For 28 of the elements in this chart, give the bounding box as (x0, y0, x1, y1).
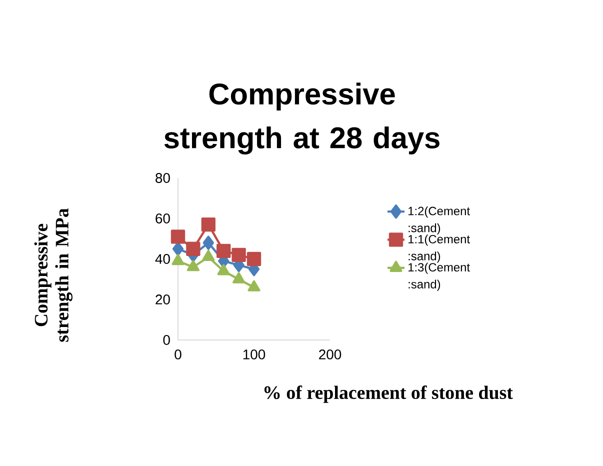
x-tick-label: 100 (243, 350, 266, 360)
y-tick-label: 60 (156, 214, 170, 224)
legend-label: 1:3(Cement :sand) (408, 262, 470, 291)
point (216, 244, 231, 258)
chart-title: Compressive strength at 28 days (164, 82, 440, 155)
point (232, 248, 246, 262)
point (172, 242, 184, 256)
y-tick-label: 80 (156, 173, 170, 183)
point (201, 218, 216, 232)
point (186, 242, 200, 256)
x-tick-label: 200 (319, 350, 342, 360)
point (170, 230, 186, 244)
point (172, 254, 184, 266)
point (186, 260, 200, 272)
point (248, 280, 260, 292)
legend-label: 1:1(Cement :sand) (408, 234, 470, 263)
y-axis-title: Compressive strength in MPa (34, 208, 72, 342)
point (232, 272, 246, 284)
y-tick-label: 40 (155, 254, 170, 264)
x-tick-label: 0 (174, 350, 182, 360)
point (217, 264, 230, 276)
point (202, 236, 214, 250)
point (246, 252, 262, 266)
x-axis-title: % of replacement of stone dust (264, 386, 513, 403)
y-tick-label: 20 (156, 294, 170, 304)
y-tick-label: 0 (163, 335, 170, 345)
legend-label: 1:2(Cement :sand) (408, 206, 470, 235)
point (202, 250, 215, 262)
